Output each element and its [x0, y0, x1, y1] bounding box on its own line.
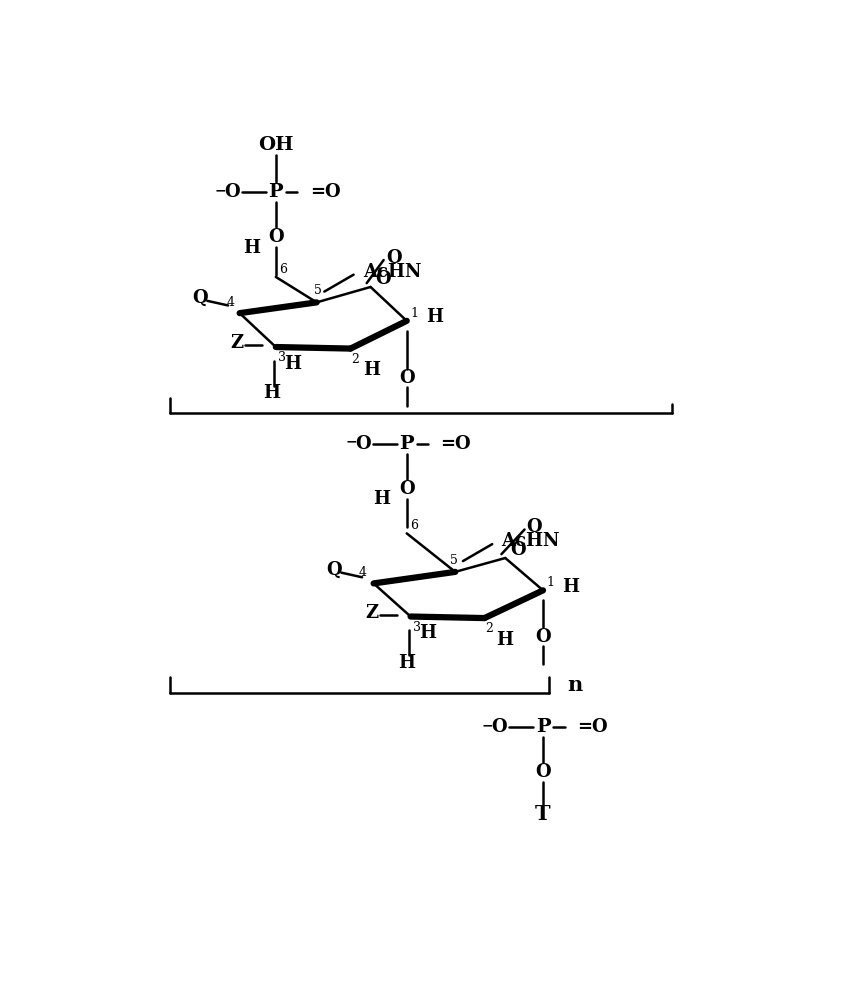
Text: H: H — [496, 630, 513, 648]
Text: O: O — [399, 369, 414, 387]
Text: 6: 6 — [279, 263, 287, 276]
Text: 1: 1 — [547, 576, 554, 589]
Text: O: O — [491, 718, 507, 736]
Text: 5: 5 — [450, 553, 458, 566]
Text: H: H — [243, 239, 260, 257]
Text: 4: 4 — [227, 296, 234, 309]
Text: 4: 4 — [359, 566, 367, 579]
Text: =O: =O — [577, 718, 607, 736]
Text: H: H — [398, 653, 415, 671]
Text: H: H — [419, 624, 436, 642]
Text: H: H — [285, 355, 301, 373]
Text: H: H — [374, 491, 391, 508]
Text: O: O — [386, 249, 401, 267]
Text: Q: Q — [192, 289, 208, 307]
Text: O: O — [509, 541, 525, 559]
Text: AcHN: AcHN — [502, 532, 560, 550]
Text: OH: OH — [258, 136, 293, 154]
Text: P: P — [268, 183, 283, 201]
Text: T: T — [535, 804, 551, 824]
Text: O: O — [268, 228, 284, 246]
Text: H: H — [562, 577, 580, 595]
Text: Z: Z — [366, 603, 379, 621]
Text: 5: 5 — [314, 285, 322, 298]
Text: O: O — [526, 518, 541, 536]
Text: AcHN: AcHN — [362, 263, 421, 281]
Text: =O: =O — [310, 183, 340, 201]
Text: P: P — [535, 718, 550, 736]
Text: 2: 2 — [485, 622, 493, 635]
Text: O: O — [535, 627, 551, 645]
Text: 1: 1 — [410, 307, 419, 320]
Text: 3: 3 — [413, 620, 420, 633]
Text: n: n — [567, 675, 583, 695]
Text: H: H — [264, 385, 280, 403]
Text: H: H — [426, 308, 443, 326]
Text: 6: 6 — [410, 519, 419, 532]
Text: H: H — [363, 361, 381, 380]
Text: −: − — [215, 183, 227, 197]
Text: O: O — [355, 435, 371, 454]
Text: Q: Q — [326, 560, 342, 578]
Text: Z: Z — [231, 335, 244, 353]
Text: O: O — [399, 480, 414, 498]
Text: −: − — [482, 718, 493, 732]
Text: O: O — [224, 183, 240, 201]
Text: O: O — [375, 271, 391, 289]
Text: P: P — [400, 435, 414, 454]
Text: O: O — [535, 763, 551, 781]
Text: =O: =O — [440, 435, 471, 454]
Text: −: − — [345, 435, 357, 449]
Text: 3: 3 — [278, 352, 286, 365]
Text: 2: 2 — [351, 353, 359, 366]
